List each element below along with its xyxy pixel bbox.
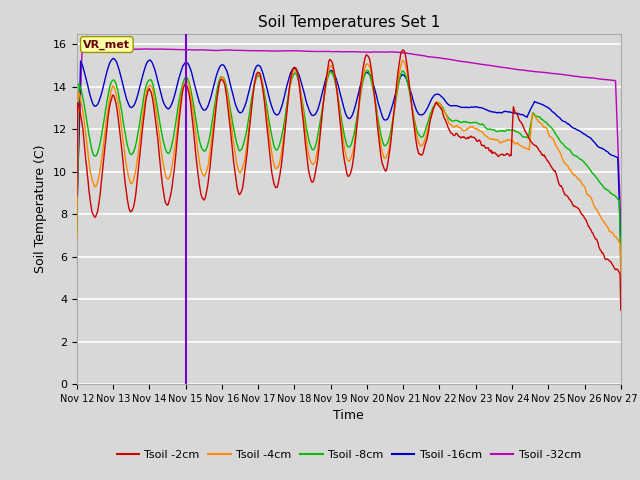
X-axis label: Time: Time [333, 409, 364, 422]
Y-axis label: Soil Temperature (C): Soil Temperature (C) [35, 144, 47, 273]
Title: Soil Temperatures Set 1: Soil Temperatures Set 1 [258, 15, 440, 30]
Text: VR_met: VR_met [83, 39, 131, 49]
Legend: Tsoil -2cm, Tsoil -4cm, Tsoil -8cm, Tsoil -16cm, Tsoil -32cm: Tsoil -2cm, Tsoil -4cm, Tsoil -8cm, Tsoi… [112, 445, 586, 465]
